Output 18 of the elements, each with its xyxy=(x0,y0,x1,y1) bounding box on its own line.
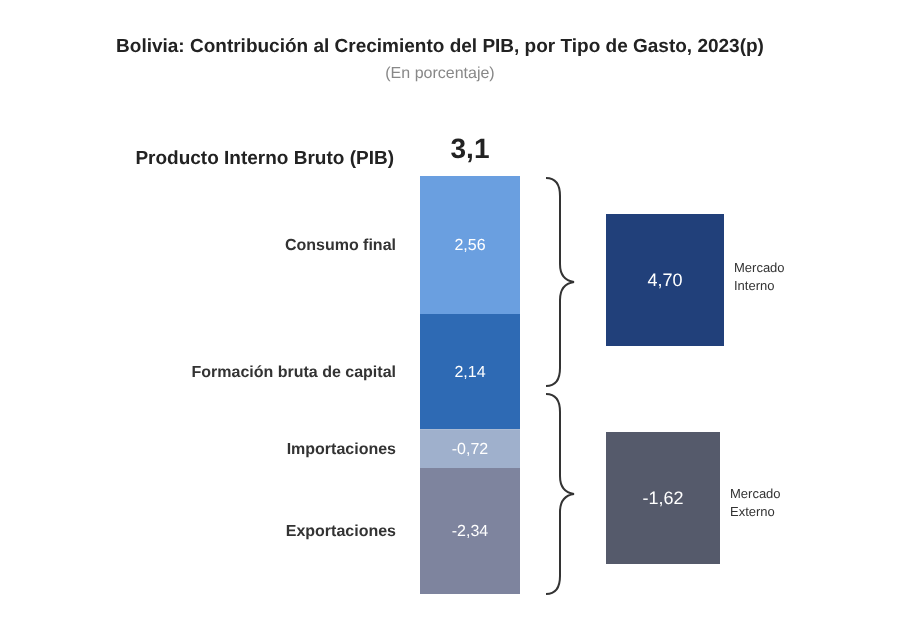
series-label: Consumo final xyxy=(284,235,396,254)
series-label: Formación bruta de capital xyxy=(191,362,396,381)
bar xyxy=(420,429,520,468)
data-label: 2,56 xyxy=(454,235,487,254)
bar xyxy=(420,467,520,594)
series-label: Importaciones xyxy=(286,439,398,458)
bar xyxy=(420,176,520,314)
chart-title: Bolivia: Contribución al Crecimiento del PIB, por Tipo de Gasto, 2023(p) xyxy=(114,36,766,58)
text: 3,1 xyxy=(448,132,492,164)
bar xyxy=(420,313,520,430)
data-label: -2,34 xyxy=(451,521,490,540)
data-label: 2,14 xyxy=(454,362,487,381)
text: Producto Interno Bruto (PIB) xyxy=(135,148,394,170)
chart-subtitle: (En porcentaje) xyxy=(383,64,497,82)
data-label: -0,72 xyxy=(451,439,490,458)
series-label: Exportaciones xyxy=(285,521,398,540)
text: 4,70 xyxy=(606,214,724,346)
text: -1,62 xyxy=(606,432,720,564)
